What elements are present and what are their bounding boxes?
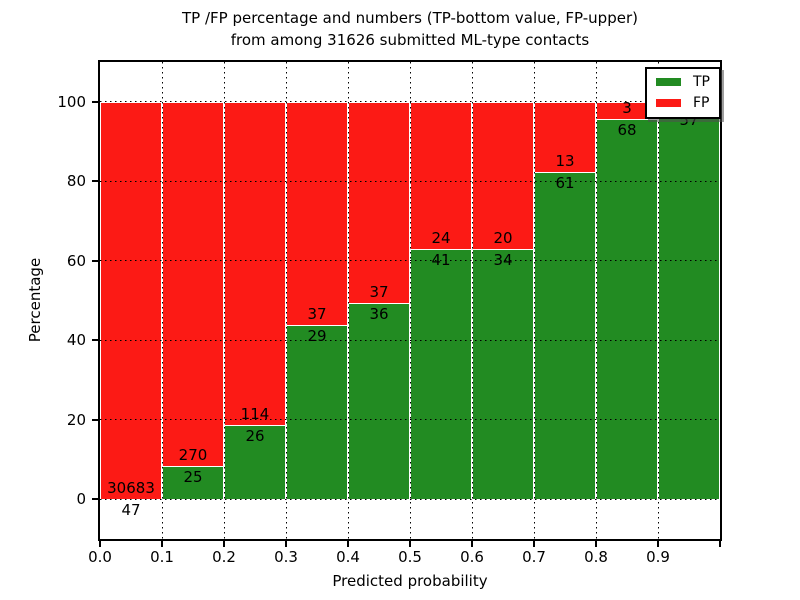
bar-value-label-fp: 30683 bbox=[107, 478, 155, 497]
bar-value-label-tp: 29 bbox=[307, 326, 327, 345]
bar-segment-tp bbox=[410, 248, 472, 500]
bar-segment-fp bbox=[348, 101, 410, 304]
bar-value-label-fp: 37 bbox=[369, 283, 389, 302]
bar-segment-tp bbox=[224, 425, 286, 500]
y-axis-label: Percentage bbox=[26, 257, 44, 343]
y-tick-label: 80 bbox=[66, 172, 86, 191]
y-tick-label: 40 bbox=[66, 331, 86, 350]
bar-segment-fp bbox=[410, 101, 472, 249]
gridline-vertical bbox=[595, 62, 597, 539]
bar-segment-tp bbox=[348, 303, 410, 500]
y-tick-label: 100 bbox=[57, 92, 86, 111]
y-tick-mark bbox=[92, 339, 98, 342]
bar-segment-fp bbox=[100, 101, 162, 499]
chart-title: TP /FP percentage and numbers (TP-bottom… bbox=[100, 7, 720, 51]
gridline-vertical bbox=[161, 62, 163, 539]
bar-segment-tp bbox=[286, 324, 348, 500]
gridline-vertical bbox=[471, 62, 473, 539]
x-tick-label: 0.6 bbox=[460, 548, 484, 566]
gridline-vertical bbox=[533, 62, 535, 539]
bar-value-label-tp: 25 bbox=[183, 467, 203, 486]
bar-value-label-tp: 41 bbox=[431, 250, 451, 269]
x-tick-mark bbox=[471, 541, 473, 547]
bar-value-label-fp: 3 bbox=[622, 98, 632, 117]
y-tick-label: 60 bbox=[66, 251, 86, 270]
bar-value-label-tp: 36 bbox=[369, 305, 389, 324]
x-tick-label: 0.1 bbox=[150, 548, 174, 566]
bar-segment-tp bbox=[162, 465, 224, 500]
x-tick-mark bbox=[595, 541, 597, 547]
chart-title-line2: from among 31626 submitted ML-type conta… bbox=[230, 31, 590, 49]
x-tick-label: 0.5 bbox=[398, 548, 422, 566]
x-tick-label: 0.8 bbox=[584, 548, 608, 566]
bar-value-label-fp: 13 bbox=[555, 151, 575, 170]
bar-segment-fp bbox=[286, 101, 348, 325]
legend-label-tp: TP bbox=[693, 74, 710, 90]
bar-value-label-tp: 26 bbox=[245, 427, 265, 446]
bar-segment-tp bbox=[596, 118, 658, 500]
gridline-vertical bbox=[347, 62, 349, 539]
x-tick-label: 0.0 bbox=[88, 548, 112, 566]
y-tick-mark bbox=[92, 180, 98, 183]
x-tick-mark bbox=[719, 541, 721, 547]
legend-item-tp: TP bbox=[656, 75, 710, 89]
bar-segment-fp bbox=[224, 101, 286, 426]
x-tick-mark bbox=[285, 541, 287, 547]
legend: TP FP bbox=[645, 67, 721, 119]
bar-segment-tp bbox=[534, 171, 596, 500]
x-tick-mark bbox=[409, 541, 411, 547]
x-tick-label: 0.4 bbox=[336, 548, 360, 566]
bar-segment-fp bbox=[472, 101, 534, 249]
bar-segment-tp bbox=[472, 248, 534, 500]
plot-area: Percentage Predicted probability TP FP 3… bbox=[26, 62, 721, 590]
legend-label-fp: FP bbox=[693, 95, 710, 111]
bar-value-label-tp: 47 bbox=[121, 500, 141, 519]
bar-segment-fp bbox=[162, 101, 224, 466]
bar-value-label-fp: 114 bbox=[240, 405, 270, 424]
gridline-vertical bbox=[223, 62, 225, 539]
x-tick-mark bbox=[223, 541, 225, 547]
y-tick-mark bbox=[92, 498, 98, 501]
gridline-vertical bbox=[285, 62, 287, 539]
y-tick-label: 20 bbox=[66, 410, 86, 429]
bar-value-label-fp: 270 bbox=[178, 445, 208, 464]
x-tick-mark bbox=[161, 541, 163, 547]
bar-value-label-fp: 24 bbox=[431, 228, 451, 247]
y-tick-mark bbox=[92, 418, 98, 421]
chart-title-line1: TP /FP percentage and numbers (TP-bottom… bbox=[182, 9, 638, 27]
bar-segment-tp bbox=[658, 108, 720, 500]
x-tick-label: 0.7 bbox=[522, 548, 546, 566]
x-tick-mark bbox=[347, 541, 349, 547]
y-tick-label: 0 bbox=[76, 490, 86, 509]
bar-value-label-tp: 68 bbox=[617, 120, 637, 139]
bar-value-label-tp: 34 bbox=[493, 250, 513, 269]
gridline-vertical bbox=[409, 62, 411, 539]
x-tick-mark bbox=[533, 541, 535, 547]
bar-value-label-tp: 61 bbox=[555, 173, 575, 192]
x-tick-label: 0.3 bbox=[274, 548, 298, 566]
bar-value-label-fp: 20 bbox=[493, 228, 513, 247]
x-tick-label: 0.9 bbox=[646, 548, 670, 566]
x-tick-mark bbox=[657, 541, 659, 547]
legend-swatch-tp-icon bbox=[656, 78, 681, 86]
gridline-vertical bbox=[657, 62, 659, 539]
y-tick-mark bbox=[92, 259, 98, 262]
bar-value-label-fp: 37 bbox=[307, 304, 327, 323]
y-tick-mark bbox=[92, 100, 98, 103]
x-tick-mark bbox=[99, 541, 101, 547]
legend-swatch-fp-icon bbox=[656, 99, 681, 107]
x-tick-label: 0.2 bbox=[212, 548, 236, 566]
legend-item-fp: FP bbox=[656, 96, 710, 110]
x-axis-label: Predicted probability bbox=[332, 572, 488, 590]
